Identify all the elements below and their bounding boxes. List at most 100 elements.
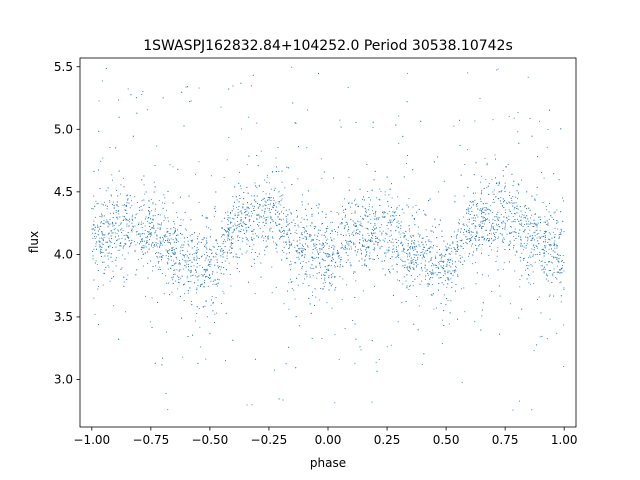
data-point	[425, 270, 427, 272]
data-point	[557, 265, 558, 267]
data-point	[338, 227, 340, 228]
data-point	[306, 225, 308, 227]
data-point	[263, 197, 265, 199]
data-point	[170, 233, 171, 235]
data-point	[177, 288, 179, 290]
data-point	[237, 214, 239, 216]
data-point	[337, 265, 339, 267]
data-point	[153, 181, 155, 183]
data-point	[264, 235, 266, 237]
data-point	[482, 203, 484, 205]
data-point	[187, 257, 189, 259]
data-point	[444, 271, 446, 273]
data-point	[510, 202, 512, 204]
data-point	[379, 230, 381, 232]
data-point	[195, 269, 196, 271]
data-point	[513, 245, 515, 247]
data-point	[496, 229, 498, 231]
data-point	[298, 273, 300, 275]
data-point	[365, 209, 367, 211]
data-point	[166, 228, 168, 230]
data-point	[362, 199, 363, 200]
data-point	[117, 206, 119, 207]
data-point	[550, 269, 552, 271]
data-point	[355, 232, 357, 233]
data-point	[504, 191, 506, 193]
data-point	[466, 243, 468, 245]
data-point	[419, 254, 421, 256]
data-point	[401, 241, 403, 243]
data-point	[529, 223, 531, 225]
data-point	[417, 226, 419, 228]
data-point	[481, 227, 483, 229]
data-point	[303, 218, 305, 220]
data-point	[119, 249, 121, 251]
data-point	[374, 224, 376, 226]
data-point	[178, 279, 180, 280]
data-point	[331, 246, 333, 248]
data-point	[480, 181, 482, 183]
data-point	[475, 262, 477, 264]
data-point	[117, 229, 119, 231]
data-point	[414, 218, 415, 220]
data-point	[467, 225, 469, 227]
data-point	[489, 245, 491, 247]
data-point	[454, 269, 456, 271]
data-point	[486, 207, 487, 209]
data-point	[445, 265, 447, 267]
data-point	[261, 199, 263, 201]
data-point	[166, 232, 168, 233]
data-point	[516, 212, 518, 214]
data-point	[479, 226, 481, 227]
data-point	[97, 203, 99, 205]
data-point	[468, 238, 470, 240]
data-point	[481, 228, 483, 229]
data-point	[190, 275, 192, 277]
data-point	[387, 228, 389, 230]
data-point	[529, 235, 531, 237]
data-point	[335, 262, 336, 264]
data-point	[460, 231, 461, 233]
data-point	[550, 243, 551, 245]
data-point	[265, 246, 267, 248]
data-point	[460, 240, 462, 242]
data-point	[182, 254, 184, 256]
data-point	[476, 235, 478, 236]
data-point	[280, 236, 281, 238]
data-point	[470, 239, 472, 241]
data-point	[562, 259, 563, 261]
data-point	[497, 218, 499, 220]
data-point	[278, 218, 280, 220]
data-point	[94, 205, 96, 207]
data-point	[543, 272, 545, 274]
data-point	[413, 242, 415, 244]
data-point	[371, 233, 373, 235]
data-point	[379, 188, 381, 190]
data-point	[370, 239, 372, 241]
data-point	[541, 248, 543, 250]
data-point	[115, 211, 117, 213]
data-point	[366, 228, 368, 229]
data-point	[449, 259, 451, 261]
data-point	[418, 208, 420, 210]
data-point	[244, 233, 245, 235]
data-point	[490, 210, 492, 212]
data-point	[183, 241, 185, 243]
data-point	[490, 233, 492, 235]
data-point	[559, 272, 561, 274]
data-point	[122, 254, 124, 256]
data-point	[115, 246, 117, 248]
data-point	[389, 188, 391, 190]
data-point	[302, 246, 304, 248]
data-point	[519, 278, 521, 280]
data-point	[235, 256, 237, 258]
data-point	[454, 195, 456, 197]
data-point	[461, 288, 462, 290]
data-point	[251, 239, 253, 241]
data-point	[467, 72, 469, 74]
data-point	[240, 185, 241, 187]
data-point	[196, 255, 198, 257]
data-point	[252, 205, 254, 207]
data-point	[145, 236, 147, 238]
data-point	[398, 254, 400, 256]
